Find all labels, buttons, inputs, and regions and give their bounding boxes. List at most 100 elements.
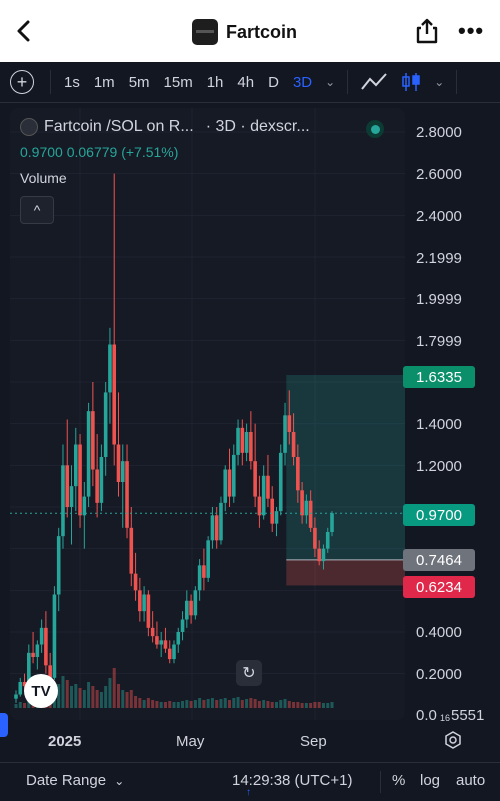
reset-chart-icon[interactable]: ↻ <box>236 660 262 686</box>
scroll-handle[interactable] <box>0 713 8 737</box>
timeframe-15m[interactable]: 15m <box>163 73 193 91</box>
candle-body <box>138 590 142 612</box>
volume-bar <box>116 684 120 708</box>
candle-body <box>317 548 321 562</box>
candle-body <box>146 594 151 628</box>
volume-bar <box>223 698 227 708</box>
timeframe-5m[interactable]: 5m <box>128 73 150 91</box>
tradingview-logo[interactable]: TV <box>24 674 58 708</box>
price-axis-label: 2.1999 <box>416 250 462 267</box>
volume-bar <box>266 701 270 708</box>
candle-body <box>120 461 125 482</box>
volume-bar <box>104 686 108 708</box>
volume-bar <box>82 690 86 708</box>
timeframe-1h[interactable]: 1h <box>206 73 224 91</box>
volume-bar <box>321 703 325 708</box>
volume-bar <box>18 702 22 708</box>
volume-bar <box>138 698 142 708</box>
candle-body <box>180 619 185 632</box>
candle-chart-icon[interactable] <box>400 71 422 93</box>
series-title[interactable]: Fartcoin /SOL on R... · 3D · dexscr... <box>20 118 310 136</box>
volume-bar <box>283 699 287 708</box>
clock-readout[interactable]: 14:29:38 (UTC+1) <box>232 772 353 789</box>
candlestick-chart[interactable] <box>10 108 405 720</box>
volume-bar <box>240 700 244 708</box>
chart-pane[interactable]: Fartcoin /SOL on R... · 3D · dexscr... 0… <box>10 108 405 720</box>
candle-body <box>35 644 40 657</box>
candle-body <box>91 411 95 470</box>
candle-body <box>197 565 202 591</box>
candle-body <box>325 532 330 549</box>
timeframe-4h[interactable]: 4h <box>237 73 255 91</box>
chevron-down-icon[interactable]: ⌄ <box>325 75 336 89</box>
time-axis-label: Sep <box>300 733 327 750</box>
bottom-bar: Date Range ⌄ 14:29:38 (UTC+1) ↑ % log au… <box>0 762 500 801</box>
candle-body <box>27 652 31 687</box>
price-axis-label: 2.8000 <box>416 124 462 141</box>
candle-body <box>274 511 279 524</box>
time-axis[interactable]: 2025 May Sep <box>0 727 500 755</box>
candle-body <box>291 432 296 457</box>
volume-bar <box>91 686 95 708</box>
volume-label[interactable]: Volume <box>20 170 67 186</box>
candle-body <box>321 548 326 562</box>
more-options-icon[interactable]: ••• <box>458 18 485 43</box>
timeframe-d[interactable]: D <box>268 73 279 91</box>
volume-bar <box>249 698 253 708</box>
volume-bar <box>159 702 163 708</box>
ohlc-readout: 0.9700 0.06779 (+7.51%) <box>20 144 179 160</box>
candle-body <box>257 496 262 516</box>
volume-bar <box>236 697 240 708</box>
line-chart-icon[interactable] <box>360 71 388 93</box>
date-range-label: Date Range <box>26 772 107 789</box>
volume-bar <box>70 686 74 708</box>
log-toggle[interactable]: log <box>420 772 441 789</box>
candle-body <box>129 527 134 574</box>
candle-body <box>283 415 287 453</box>
volume-bar <box>189 701 193 708</box>
price-axis-label: 0.2000 <box>416 666 462 683</box>
volume-bar <box>95 690 99 708</box>
collapse-legend-button[interactable]: ^ <box>20 196 54 224</box>
timeframe-1m[interactable]: 1m <box>93 73 115 91</box>
price-axis-label: 1.9999 <box>416 291 462 308</box>
candle-body <box>56 536 61 595</box>
candle-body <box>300 490 304 516</box>
plus-circle-icon[interactable]: + <box>10 70 34 94</box>
volume-bar <box>168 701 172 708</box>
candle-body <box>231 454 236 497</box>
chevron-down-icon[interactable]: ⌄ <box>434 75 445 89</box>
volume-bar <box>65 680 69 708</box>
volume-bar <box>185 700 189 708</box>
app-header: Fartcoin ••• <box>0 0 500 62</box>
timeframe-1s[interactable]: 1s <box>64 73 80 91</box>
volume-bar <box>129 690 133 708</box>
volume-bar <box>219 699 223 708</box>
candle-body <box>330 513 334 532</box>
bottom-divider <box>380 771 381 793</box>
volume-bar <box>163 702 167 708</box>
settings-icon[interactable] <box>444 731 462 749</box>
price-axis-label: 0.4000 <box>416 624 462 641</box>
percent-toggle[interactable]: % <box>392 772 406 789</box>
volume-bar <box>326 703 330 708</box>
candle-body <box>150 627 155 637</box>
auto-toggle[interactable]: auto <box>456 772 486 789</box>
price-axis-label: 2.4000 <box>416 208 462 225</box>
volume-bar <box>262 700 266 708</box>
candle-body <box>31 652 35 657</box>
chevron-left-icon[interactable] <box>12 18 38 44</box>
candle-body <box>214 515 219 541</box>
candle-body <box>313 527 317 549</box>
candle-body <box>227 469 232 497</box>
candle-body <box>108 344 112 393</box>
volume-bar <box>134 696 138 708</box>
candle-body <box>253 461 257 497</box>
series-meta: · 3D · dexscr... <box>205 118 310 135</box>
share-icon[interactable] <box>414 17 440 45</box>
series-name: Fartcoin /SOL on R... <box>44 118 194 135</box>
timeframe-3d[interactable]: 3D <box>292 73 313 91</box>
volume-bar <box>181 701 185 708</box>
date-range-button[interactable]: Date Range ⌄ <box>26 772 124 789</box>
candle-body <box>133 573 138 591</box>
